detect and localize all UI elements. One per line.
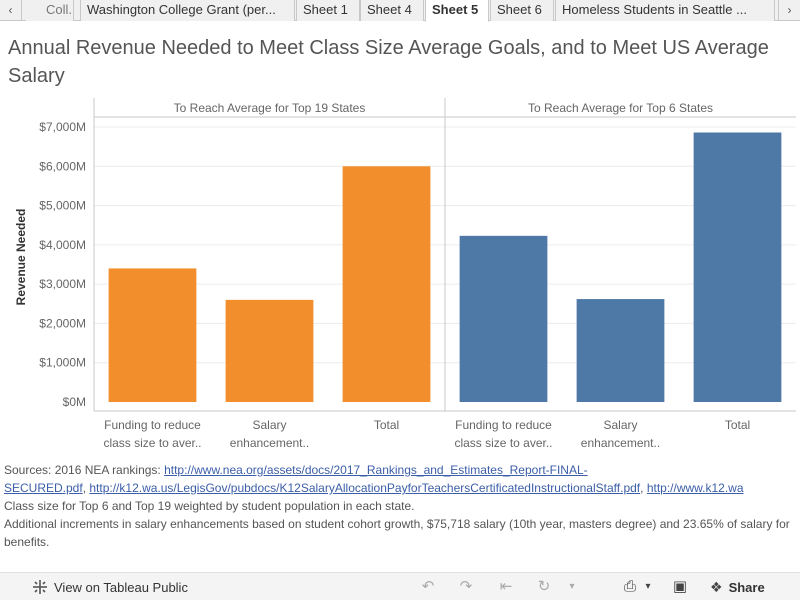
note-salary: Additional increments in salary enhancem… xyxy=(4,517,790,549)
view-on-tableau-public-button[interactable]: View on Tableau Public xyxy=(32,579,188,595)
bar[interactable] xyxy=(459,235,548,402)
panel-2: To Reach Average for Top 6 States Funding… xyxy=(444,98,782,450)
chart-title: Annual Revenue Needed to Meet Class Size… xyxy=(8,37,769,87)
bar-chart: $0M $1,000M $2,000M $3,000M $4,000M $5,000M $6… xyxy=(14,98,796,450)
tab-sheet-5[interactable]: Sheet 5 xyxy=(425,0,489,22)
bar[interactable] xyxy=(693,132,782,403)
tab-sheet-6[interactable]: Sheet 6 xyxy=(490,0,554,21)
bar[interactable] xyxy=(108,268,197,402)
note-class-size: Class size for Top 6 and Top 19 weighted… xyxy=(4,499,415,513)
y-tick-label: $7,000M xyxy=(39,120,86,134)
redo-icon[interactable]: ↷ xyxy=(459,578,473,595)
bar[interactable] xyxy=(342,166,431,402)
y-tick-label: $6,000M xyxy=(39,159,86,173)
nea-link[interactable]: http://www.nea.org/assets/docs/2017_Rank… xyxy=(164,463,588,477)
undo-icon[interactable]: ↶ xyxy=(421,578,435,595)
x-tick-label: Salary xyxy=(603,418,637,432)
chevron-right-icon: › xyxy=(787,3,792,17)
x-tick-label: Salary xyxy=(252,418,286,432)
y-axis-label: Revenue Needed xyxy=(14,209,28,306)
y-tick-label: $3,000M xyxy=(39,277,86,291)
fullscreen-icon[interactable]: ▣ xyxy=(672,578,688,595)
dropdown-caret-icon[interactable]: ▾ xyxy=(569,581,575,592)
k12-link[interactable]: http://www.k12.wa xyxy=(646,481,744,495)
x-tick-label: class size to aver.. xyxy=(454,436,552,450)
share-icon: ❖ xyxy=(710,579,723,595)
tab-homeless-students[interactable]: Homeless Students in Seattle ... xyxy=(555,0,775,21)
bar[interactable] xyxy=(576,299,665,402)
download-icon[interactable]: ⎙ xyxy=(623,578,636,595)
tab-sheet-4[interactable]: Sheet 4 xyxy=(360,0,424,21)
y-tick-label: $2,000M xyxy=(39,316,86,330)
notes: Sources: 2016 NEA rankings: http://www.n… xyxy=(4,461,798,551)
panel-header: To Reach Average for Top 19 States xyxy=(174,101,366,115)
y-tick-label: $4,000M xyxy=(39,238,86,252)
share-button[interactable]: ❖ Share xyxy=(710,579,765,595)
download-caret-icon[interactable]: ▾ xyxy=(645,581,651,592)
tab-scroll-right-button[interactable]: › xyxy=(778,0,800,20)
tab-washington-college-grant[interactable]: Washington College Grant (per... xyxy=(80,0,295,21)
tab-partial[interactable]: Coll... xyxy=(26,0,74,21)
chart-panels: To Reach Average for Top 19 States Fundin… xyxy=(103,98,782,450)
panel-1: To Reach Average for Top 19 States Fundin… xyxy=(103,101,431,450)
panel-header: To Reach Average for Top 6 States xyxy=(528,101,713,115)
revert-icon[interactable]: ⇤ xyxy=(499,578,513,595)
refresh-icon[interactable]: ↻ xyxy=(537,578,551,595)
tableau-logo-icon xyxy=(33,580,47,594)
y-tick-label: $1,000M xyxy=(39,356,86,370)
tab-sheet-1[interactable]: Sheet 1 xyxy=(296,0,360,21)
y-tick-label: $5,000M xyxy=(39,199,86,213)
sheet-tab-bar: ‹ Coll... Washington College Grant (per.… xyxy=(0,0,800,22)
x-tick-label: Funding to reduce xyxy=(104,418,201,432)
y-tick-label: $0M xyxy=(63,395,86,409)
nea-link-continued[interactable]: SECURED.pdf xyxy=(4,481,83,495)
chevron-left-icon: ‹ xyxy=(8,3,13,17)
x-tick-label: enhancement.. xyxy=(581,436,660,450)
x-tick-label: class size to aver.. xyxy=(103,436,201,450)
tab-scroll-left-button[interactable]: ‹ xyxy=(0,0,22,20)
x-tick-label: Funding to reduce xyxy=(455,418,552,432)
sources-text: Sources: 2016 NEA rankings: http://www.n… xyxy=(4,463,588,477)
bar[interactable] xyxy=(225,299,314,402)
x-tick-label: Total xyxy=(725,418,750,432)
tableau-toolbar: View on Tableau Public ↶ ↷ ⇤ ↻ ▾ ⎙ ▾ ▣ ❖… xyxy=(0,572,800,600)
k12-salary-link[interactable]: http://k12.wa.us/LegisGov/pubdocs/K12Sal… xyxy=(89,481,641,495)
y-axis: $0M $1,000M $2,000M $3,000M $4,000M $5,000M $6… xyxy=(39,120,86,409)
sources-links: SECURED.pdf, http://k12.wa.us/LegisGov/p… xyxy=(4,481,744,495)
x-tick-label: enhancement.. xyxy=(230,436,309,450)
x-tick-label: Total xyxy=(374,418,399,432)
